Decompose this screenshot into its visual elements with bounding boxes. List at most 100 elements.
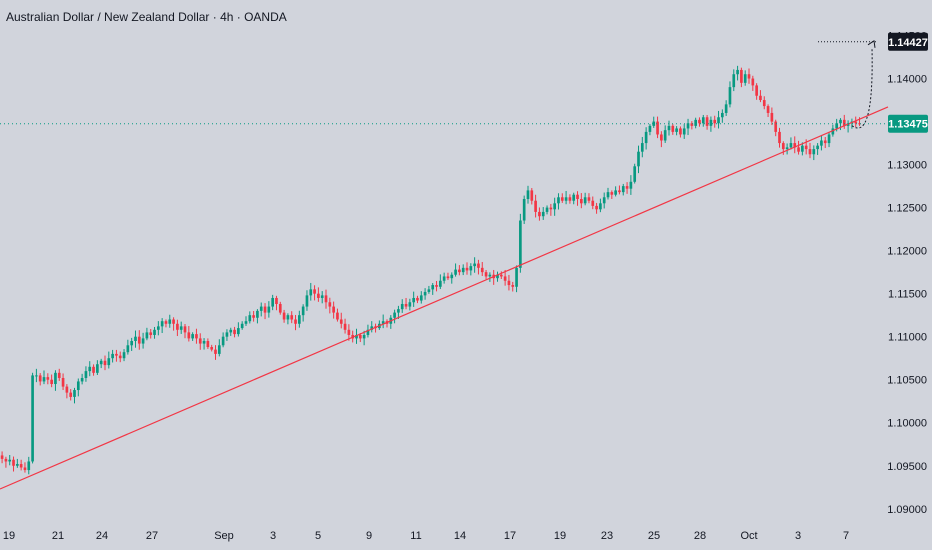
candle[interactable] bbox=[827, 134, 831, 144]
candle[interactable] bbox=[248, 315, 252, 322]
candle[interactable] bbox=[69, 392, 73, 397]
candle[interactable] bbox=[176, 323, 179, 330]
candle[interactable] bbox=[263, 306, 267, 313]
candle[interactable] bbox=[519, 220, 522, 268]
candle[interactable] bbox=[576, 194, 579, 200]
candle[interactable] bbox=[126, 345, 130, 353]
candle[interactable] bbox=[572, 194, 576, 201]
candle[interactable] bbox=[381, 321, 385, 324]
candle[interactable] bbox=[785, 147, 789, 150]
candle[interactable] bbox=[118, 355, 122, 359]
candle[interactable] bbox=[435, 285, 438, 287]
candle[interactable] bbox=[19, 464, 23, 468]
candle[interactable] bbox=[103, 360, 107, 366]
candle[interactable] bbox=[743, 74, 747, 83]
candle[interactable] bbox=[84, 371, 88, 378]
candle[interactable] bbox=[141, 338, 145, 344]
candle[interactable] bbox=[461, 267, 465, 273]
candle[interactable] bbox=[534, 200, 537, 212]
candle[interactable] bbox=[656, 121, 659, 135]
candle[interactable] bbox=[568, 197, 572, 201]
candle[interactable] bbox=[198, 338, 202, 344]
candle[interactable] bbox=[206, 340, 210, 348]
candle[interactable] bbox=[145, 332, 149, 339]
candle[interactable] bbox=[728, 87, 732, 105]
candle[interactable] bbox=[153, 329, 156, 335]
candle[interactable] bbox=[16, 464, 19, 466]
candle[interactable] bbox=[469, 266, 473, 271]
candle[interactable] bbox=[812, 149, 816, 155]
candle[interactable] bbox=[88, 366, 92, 372]
candle[interactable] bbox=[225, 332, 229, 337]
candle[interactable] bbox=[275, 297, 278, 304]
candle[interactable] bbox=[762, 100, 766, 107]
candle[interactable] bbox=[759, 95, 762, 101]
candle[interactable] bbox=[172, 319, 175, 324]
candle[interactable] bbox=[195, 334, 198, 339]
candle[interactable] bbox=[355, 334, 358, 339]
candle[interactable] bbox=[717, 117, 720, 124]
candle[interactable] bbox=[660, 134, 663, 141]
candle[interactable] bbox=[46, 377, 50, 380]
candle[interactable] bbox=[835, 123, 838, 129]
candle[interactable] bbox=[629, 181, 633, 189]
candle[interactable] bbox=[61, 377, 65, 387]
candle[interactable] bbox=[313, 289, 316, 294]
candle[interactable] bbox=[450, 274, 454, 279]
candle[interactable] bbox=[454, 269, 457, 275]
candle[interactable] bbox=[328, 302, 332, 307]
candle[interactable] bbox=[137, 336, 141, 344]
candle[interactable] bbox=[431, 285, 435, 290]
candle[interactable] bbox=[740, 69, 743, 83]
candle[interactable] bbox=[522, 199, 526, 221]
candle[interactable] bbox=[210, 347, 214, 350]
candle[interactable] bbox=[663, 130, 667, 141]
candle[interactable] bbox=[705, 117, 709, 126]
candle[interactable] bbox=[397, 309, 400, 313]
candle[interactable] bbox=[614, 190, 617, 195]
candle[interactable] bbox=[736, 69, 739, 75]
candle[interactable] bbox=[343, 323, 347, 330]
candle[interactable] bbox=[439, 280, 442, 287]
candle[interactable] bbox=[507, 280, 511, 286]
candle[interactable] bbox=[31, 375, 34, 462]
candle[interactable] bbox=[679, 128, 682, 135]
candle[interactable] bbox=[652, 121, 656, 126]
candle[interactable] bbox=[233, 329, 236, 335]
candle[interactable] bbox=[96, 364, 99, 373]
candle[interactable] bbox=[770, 112, 774, 122]
candle[interactable] bbox=[511, 285, 515, 287]
candle[interactable] bbox=[157, 326, 160, 330]
candle[interactable] bbox=[488, 274, 492, 277]
candle[interactable] bbox=[549, 207, 553, 210]
candle[interactable] bbox=[541, 211, 545, 217]
candle[interactable] bbox=[298, 315, 301, 324]
candle[interactable] bbox=[591, 200, 595, 206]
candle[interactable] bbox=[610, 192, 614, 195]
candle[interactable] bbox=[149, 332, 153, 335]
candle[interactable] bbox=[393, 312, 396, 318]
candle[interactable] bbox=[580, 199, 583, 204]
candle[interactable] bbox=[781, 143, 785, 150]
candle[interactable] bbox=[160, 321, 164, 327]
candle[interactable] bbox=[256, 310, 259, 318]
candle[interactable] bbox=[503, 276, 507, 281]
candle[interactable] bbox=[35, 375, 38, 377]
candle[interactable] bbox=[473, 263, 476, 267]
candle[interactable] bbox=[595, 205, 598, 210]
candle[interactable] bbox=[370, 326, 374, 330]
candle[interactable] bbox=[294, 319, 297, 324]
candle[interactable] bbox=[202, 340, 206, 344]
candle[interactable] bbox=[671, 125, 675, 132]
candle[interactable] bbox=[602, 197, 606, 204]
candle[interactable] bbox=[721, 112, 724, 118]
candle[interactable] bbox=[179, 326, 183, 330]
candle[interactable] bbox=[484, 272, 488, 277]
candle[interactable] bbox=[336, 312, 339, 320]
candle[interactable] bbox=[774, 121, 778, 132]
candle[interactable] bbox=[526, 190, 530, 200]
candle[interactable] bbox=[618, 190, 621, 193]
candle[interactable] bbox=[747, 74, 751, 79]
candle[interactable] bbox=[278, 303, 282, 313]
candle[interactable] bbox=[130, 340, 133, 346]
